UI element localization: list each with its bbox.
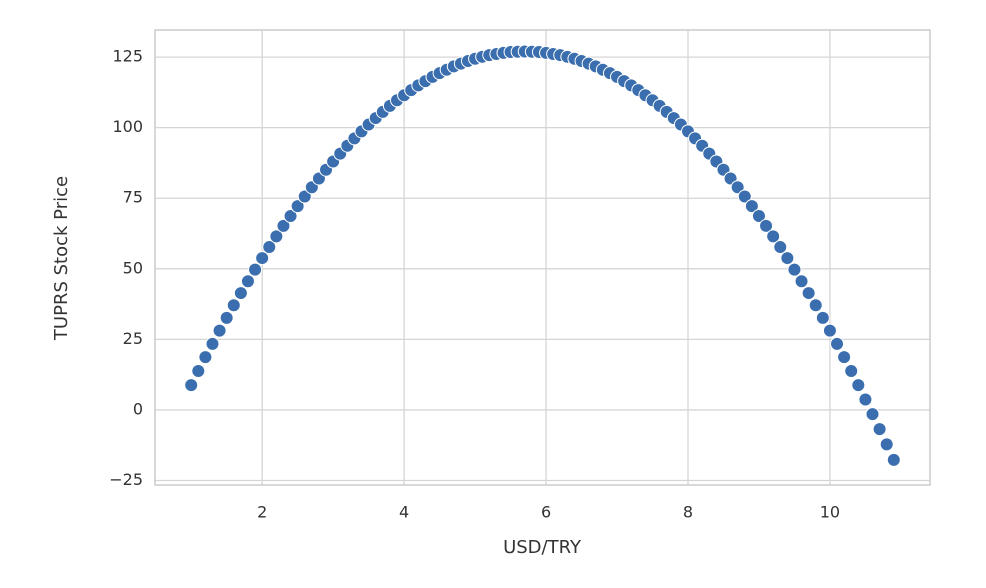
y-tick-label: −25: [109, 470, 143, 489]
scatter-point: [872, 422, 887, 437]
scatter-point: [737, 189, 752, 204]
scatter-point: [837, 350, 852, 365]
scatter-point: [198, 350, 213, 365]
x-tick-label: 10: [820, 503, 840, 522]
scatter-point: [205, 336, 220, 351]
x-axis-label: USD/TRY: [503, 537, 582, 558]
scatter-point: [822, 323, 837, 338]
scatter-point: [773, 240, 788, 255]
scatter-point: [751, 209, 766, 224]
plot-frame: [154, 29, 931, 486]
scatter-point: [844, 363, 859, 378]
scatter-point: [269, 229, 284, 244]
x-tick-label: 2: [257, 503, 267, 522]
y-tick-label: 75: [123, 188, 143, 207]
scatter-point: [886, 452, 901, 467]
x-tick-label: 8: [683, 503, 693, 522]
y-tick-label: 25: [123, 329, 143, 348]
scatter-point: [808, 298, 823, 313]
scatter-point: [290, 199, 305, 214]
scatter-point: [276, 218, 291, 233]
scatter-point: [744, 199, 759, 214]
scatter-point: [865, 407, 880, 422]
y-tick-label: 125: [112, 47, 143, 66]
scatter-point: [297, 189, 312, 204]
scatter-point: [830, 336, 845, 351]
y-tick-label: 0: [133, 399, 143, 418]
x-tick-label: 6: [541, 503, 551, 522]
scatter-point: [879, 437, 894, 452]
scatter-point: [248, 262, 263, 277]
y-tick-label: 50: [123, 258, 143, 277]
scatter-point: [226, 298, 241, 313]
scatter-point: [262, 240, 277, 255]
scatter-point: [815, 310, 830, 325]
scatter-point: [787, 262, 802, 277]
scatter-point: [255, 251, 270, 266]
scatter-point: [766, 229, 781, 244]
y-tick-label: 100: [112, 117, 143, 136]
scatter-point: [858, 392, 873, 407]
scatter-point: [730, 180, 745, 195]
scatter-point: [801, 286, 816, 301]
scatter-point: [233, 286, 248, 301]
y-axis-label: TUPRS Stock Price: [51, 176, 72, 341]
scatter-point: [759, 218, 774, 233]
scatter-point: [780, 251, 795, 266]
scatter-point: [212, 323, 227, 338]
scatter-point: [191, 363, 206, 378]
scatter-point: [794, 274, 809, 289]
scatter-point: [219, 310, 234, 325]
scatter-point: [184, 378, 199, 393]
scatter-point: [851, 378, 866, 393]
x-tick-label: 4: [399, 503, 409, 522]
scatter-point: [240, 274, 255, 289]
scatter-point: [283, 209, 298, 224]
